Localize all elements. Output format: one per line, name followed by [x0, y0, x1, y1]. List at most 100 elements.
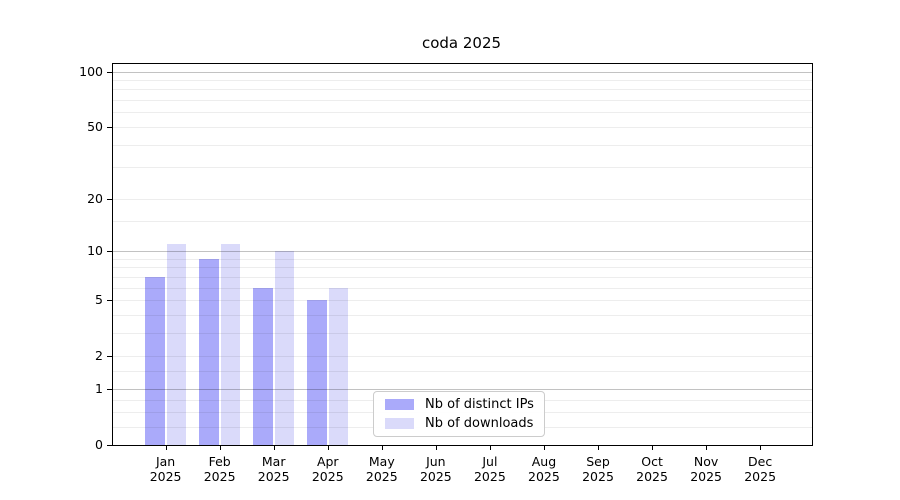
minor-gridline [113, 332, 812, 334]
x-tick-mark [760, 445, 762, 450]
year-label: 2025 [257, 469, 290, 484]
month-label: Jan [155, 454, 176, 469]
downloads-swatch [385, 418, 414, 429]
bar-mar-downloads [274, 251, 295, 445]
gridline-2 [113, 356, 812, 358]
y-tick-label: 100 [79, 63, 103, 79]
legend: Nb of distinct IPs Nb of downloads [373, 391, 545, 437]
y-tick-label: 50 [87, 118, 103, 134]
gridline-50 [113, 126, 812, 128]
gridline-20 [113, 198, 812, 200]
x-tick-mark [165, 445, 167, 450]
bar-apr-distinct-ips [307, 300, 327, 445]
month-label: Oct [641, 454, 663, 469]
year-label: 2025 [473, 469, 506, 484]
x-tick-label-nov: Nov 2025 [676, 454, 736, 484]
y-tick-mark [107, 198, 113, 200]
y-tick-label: 1 [95, 380, 103, 396]
y-tick-mark [107, 388, 113, 390]
x-tick-mark [327, 445, 329, 450]
x-tick-label-jan: Jan 2025 [136, 454, 196, 484]
gridline-10 [113, 251, 812, 252]
year-label: 2025 [636, 469, 668, 484]
bar-feb-distinct-ips [199, 258, 219, 445]
gridline-1 [113, 388, 812, 390]
x-tick-mark [598, 445, 599, 450]
legend-label-distinct-ips: Nb of distinct IPs [425, 397, 534, 412]
x-tick-label-apr: Apr 2025 [298, 454, 358, 484]
month-label: Mar [261, 454, 286, 469]
month-label: Jun [426, 454, 446, 469]
minor-gridline [113, 370, 812, 372]
distinct-ips-swatch [385, 399, 414, 410]
bar-apr-downloads [328, 287, 349, 445]
legend-row-distinct-ips: Nb of distinct IPs [374, 397, 544, 412]
month-label: Dec [748, 454, 773, 469]
x-tick-label-mar: Mar 2025 [244, 454, 304, 484]
x-tick-label-dec: Dec 2025 [730, 454, 790, 484]
year-label: 2025 [528, 469, 560, 484]
x-tick-label-feb: Feb 2025 [190, 454, 250, 484]
x-tick-mark [706, 445, 708, 450]
month-label: Aug [531, 454, 557, 469]
x-tick-mark [381, 445, 383, 450]
x-tick-label-jun: Jun 2025 [406, 454, 466, 484]
x-tick-label-jul: Jul 2025 [460, 454, 520, 484]
minor-gridline [113, 89, 812, 91]
minor-gridline [113, 144, 812, 146]
minor-gridline [113, 167, 812, 169]
minor-gridline [113, 314, 812, 316]
minor-gridline [113, 258, 812, 260]
month-label: Nov [693, 454, 719, 469]
year-label: 2025 [582, 469, 614, 484]
month-label: May [368, 454, 395, 469]
x-tick-mark [652, 445, 654, 450]
year-label: 2025 [690, 469, 722, 484]
minor-gridline [113, 220, 812, 222]
year-label: 2025 [419, 469, 452, 484]
plot-area: 0 1 2 5 10 20 50 100 Jan 2025 Feb 2025 Mar 2025 Apr 20… [79, 63, 813, 484]
y-tick-label: 20 [87, 190, 103, 206]
y-tick-label: 0 [95, 437, 103, 452]
x-tick-mark [219, 445, 221, 450]
y-tick-label: 2 [95, 348, 103, 364]
x-tick-label-aug: Aug 2025 [514, 454, 574, 484]
bar-jan-downloads [166, 243, 187, 445]
legend-row-downloads: Nb of downloads [374, 416, 544, 431]
minor-gridline [113, 276, 812, 278]
month-label: Feb [208, 454, 231, 469]
year-label: 2025 [744, 469, 777, 484]
y-tick-mark [107, 356, 113, 358]
x-tick-label-sep: Sep 2025 [568, 454, 628, 484]
y-tick-mark [107, 251, 113, 252]
y-tick-mark [107, 300, 113, 302]
x-tick-mark [273, 445, 275, 450]
x-tick-mark [435, 445, 437, 450]
legend-label-downloads: Nb of downloads [425, 416, 534, 431]
year-label: 2025 [203, 469, 236, 484]
y-tick-mark [107, 71, 113, 73]
y-tick-mark [107, 126, 113, 128]
bar-feb-downloads [220, 243, 241, 445]
x-tick-mark [543, 445, 545, 450]
month-label: Sep [586, 454, 610, 469]
month-label: Apr [316, 454, 339, 469]
y-tick-mark [107, 445, 113, 446]
bar-jan-distinct-ips [145, 276, 165, 445]
minor-gridline [113, 112, 812, 114]
minor-gridline [113, 80, 812, 82]
x-tick-mark [489, 445, 491, 450]
gridline-5 [113, 300, 812, 302]
year-label: 2025 [365, 469, 398, 484]
month-label: Jul [482, 454, 498, 469]
minor-gridline [113, 267, 812, 269]
chart-title: coda 2025 [421, 34, 502, 52]
year-label: 2025 [149, 469, 182, 484]
minor-gridline [113, 100, 812, 102]
gridline-100 [113, 71, 812, 73]
x-tick-label-oct: Oct 2025 [622, 454, 682, 484]
y-tick-label: 10 [87, 243, 103, 258]
year-label: 2025 [311, 469, 344, 484]
x-tick-label-may: May 2025 [352, 454, 412, 484]
